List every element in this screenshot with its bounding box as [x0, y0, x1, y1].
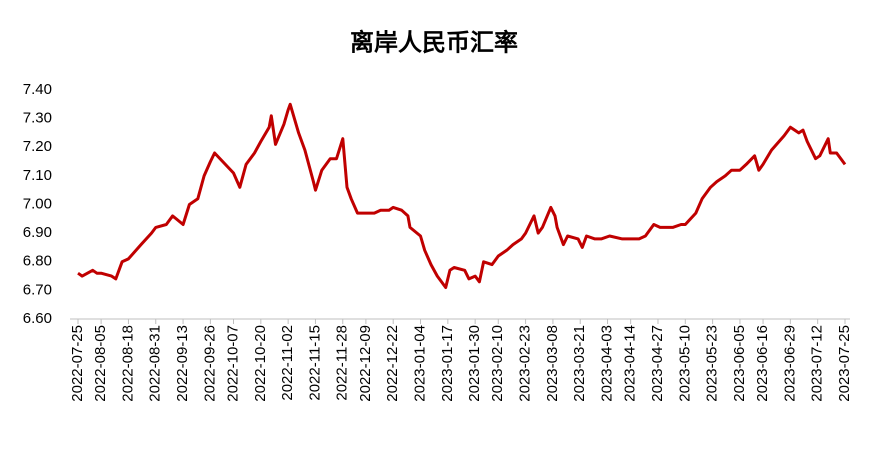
line-series — [77, 102, 847, 289]
y-tick-label: 7.30 — [23, 110, 52, 127]
x-tick-label: 2023-07-25 — [836, 325, 853, 402]
x-tick-label: 2022-12-22 — [384, 325, 401, 402]
x-tick-label: 2023-02-10 — [489, 325, 506, 402]
y-tick-label: 7.40 — [23, 81, 52, 98]
y-tick-label: 6.60 — [23, 310, 52, 327]
x-tick-label: 2023-01-04 — [411, 325, 428, 402]
x-tick-label: 2022-10-07 — [224, 325, 241, 402]
x-tick-label: 2023-05-10 — [676, 325, 693, 402]
x-tick-label: 2023-04-14 — [622, 325, 639, 402]
x-tick-label: 2022-10-20 — [252, 325, 269, 402]
x-tick-label: 2022-08-18 — [119, 325, 136, 402]
x-tick-label: 2022-12-09 — [357, 325, 374, 402]
x-tick-label: 2023-01-17 — [439, 325, 456, 402]
x-tick-label: 2023-01-30 — [466, 325, 483, 402]
y-tick-label: 7.10 — [23, 167, 52, 184]
x-tick-label: 2022-11-15 — [306, 325, 323, 401]
x-tick-label: 2022-07-25 — [69, 325, 86, 402]
y-tick-label: 7.20 — [23, 138, 52, 155]
x-tick-label: 2023-04-27 — [649, 325, 666, 402]
x-tick-label: 2022-08-31 — [147, 325, 164, 402]
x-tick-label: 2023-03-21 — [571, 325, 588, 402]
x-tick-label: 2022-08-05 — [92, 325, 109, 402]
chart-title: 离岸人民币汇率 — [350, 28, 518, 56]
x-tick-label: 2023-03-08 — [544, 325, 561, 402]
x-tick-label: 2023-06-05 — [731, 325, 748, 402]
y-tick-label: 6.80 — [23, 253, 52, 270]
y-tick-label: 6.90 — [23, 224, 52, 241]
x-tick-label: 2022-11-02 — [279, 325, 296, 401]
y-tick-label: 6.70 — [23, 281, 52, 298]
x-tick-label: 2022-11-28 — [334, 325, 351, 401]
x-tick-label: 2023-07-12 — [809, 325, 826, 402]
x-tick-label: 2022-09-13 — [174, 325, 191, 402]
x-tick-label: 2023-05-23 — [704, 325, 721, 402]
x-tick-label: 2023-06-16 — [754, 325, 771, 402]
x-tick-label: 2022-09-26 — [201, 325, 218, 402]
x-tick-label: 2023-06-29 — [781, 325, 798, 402]
x-tick-label: 2023-04-03 — [599, 325, 616, 402]
x-tick-label: 2023-02-23 — [517, 325, 534, 402]
y-tick-label: 7.00 — [23, 195, 52, 212]
